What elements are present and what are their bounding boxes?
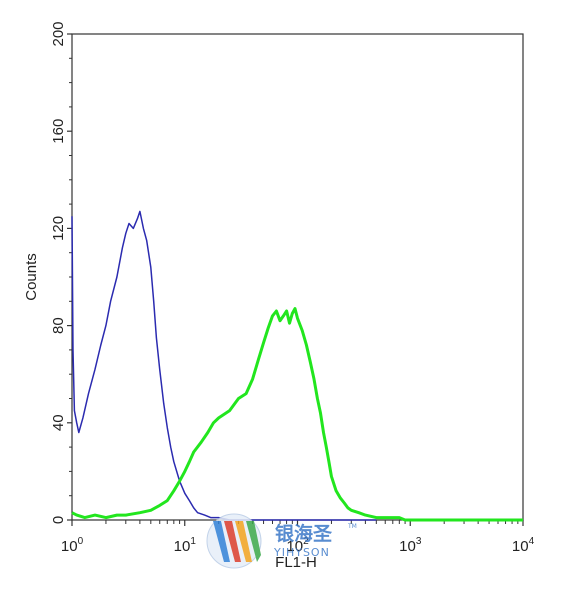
y-tick-label: 40: [50, 414, 67, 431]
y-tick-label: 0: [50, 516, 67, 524]
y-tick-label: 120: [50, 216, 67, 241]
y-tick-label: 160: [50, 119, 67, 144]
x-tick-label: 101: [174, 536, 197, 555]
brand-watermark: 银海圣 YIHYSON TM: [206, 513, 357, 569]
x-axis: 100 101 102 103 104: [61, 520, 535, 555]
plot-frame: [71, 33, 524, 521]
series-layer: [71, 210, 523, 522]
y-axis: 0 40 80 120 160 200: [50, 21, 72, 524]
series-line-1: [71, 210, 377, 521]
x-axis-title: FL1-H: [275, 554, 317, 571]
brand-tm: TM: [347, 523, 357, 530]
brand-name-en: YIHYSON: [273, 546, 330, 559]
y-tick-label: 80: [50, 317, 67, 334]
brand-logo-icon: [206, 513, 262, 569]
y-axis-title: Counts: [23, 253, 40, 301]
x-tick-label: 100: [61, 536, 84, 555]
y-tick-label: 200: [50, 21, 67, 46]
x-tick-label: 104: [512, 536, 535, 555]
x-tick-label: 103: [399, 536, 422, 555]
series-line-2: [71, 307, 523, 522]
x-tick-label: 102: [286, 536, 309, 555]
brand-name-cn: 银海圣: [275, 522, 333, 545]
